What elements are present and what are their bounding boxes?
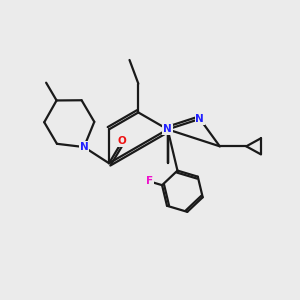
Text: N: N — [163, 124, 172, 134]
Text: O: O — [118, 136, 127, 146]
Text: N: N — [196, 114, 204, 124]
Text: N: N — [163, 124, 172, 134]
Text: F: F — [146, 176, 153, 186]
Text: N: N — [80, 142, 88, 152]
